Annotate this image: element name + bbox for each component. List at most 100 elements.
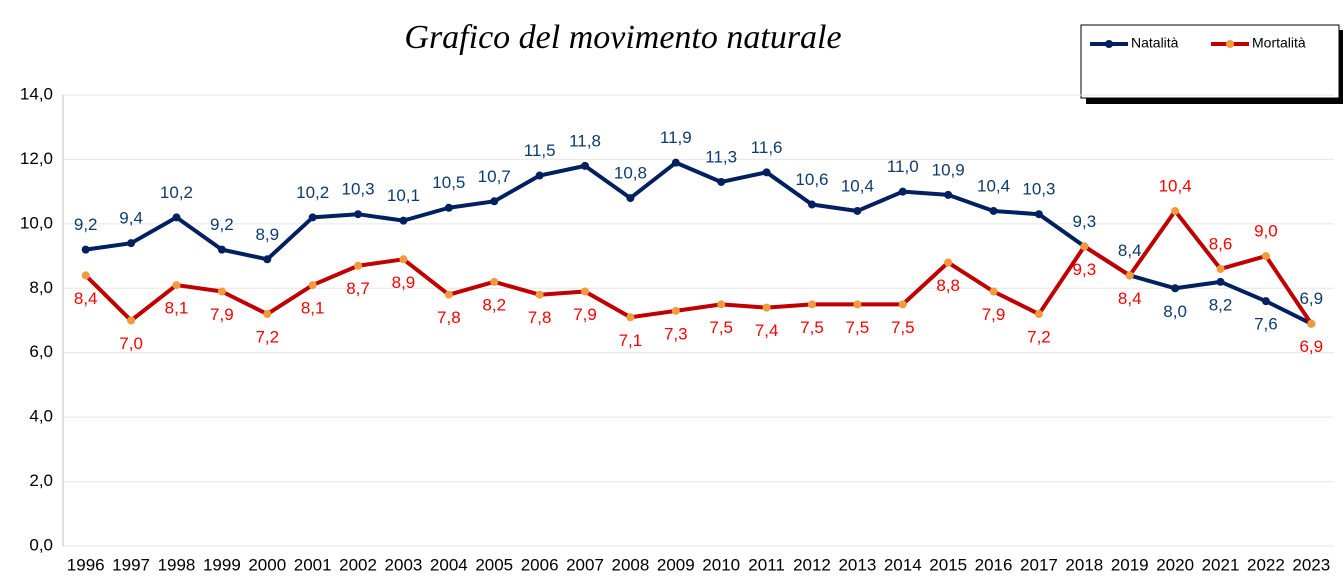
y-tick-label: 6,0 [29, 342, 53, 361]
marker [1307, 319, 1316, 328]
marker [1171, 206, 1180, 215]
x-tick-label: 2008 [611, 555, 649, 574]
data-label: 8,7 [346, 279, 370, 298]
marker [671, 158, 680, 167]
marker [354, 210, 363, 219]
marker [490, 197, 499, 206]
data-label: 9,3 [1073, 212, 1097, 231]
series-line [84, 208, 1313, 325]
marker [626, 194, 635, 203]
legend-box [1080, 24, 1340, 99]
chart-title: Grafico del movimento naturale [404, 19, 841, 56]
data-label: 7,9 [982, 305, 1006, 324]
marker [354, 261, 363, 270]
y-tick-label: 2,0 [29, 471, 53, 490]
data-label: 7,9 [210, 305, 234, 324]
data-label: 10,6 [795, 170, 828, 189]
y-tick-label: 8,0 [29, 278, 53, 297]
y-tick-label: 12,0 [20, 149, 53, 168]
x-tick-label: 2003 [385, 555, 423, 574]
marker [308, 213, 317, 222]
data-label: 9,2 [210, 215, 234, 234]
data-label: 8,1 [165, 299, 189, 318]
marker [81, 245, 90, 254]
x-tick-label: 2002 [339, 555, 377, 574]
x-tick-label: 2001 [294, 555, 332, 574]
data-label: 8,4 [1118, 241, 1142, 260]
x-tick-label: 2016 [975, 555, 1013, 574]
marker [263, 310, 272, 319]
data-label: 11,6 [751, 138, 783, 157]
data-label: 8,4 [1118, 289, 1142, 308]
data-label: 7,9 [573, 305, 597, 324]
data-label: 7,3 [664, 324, 688, 343]
marker [127, 316, 136, 325]
marker [762, 168, 771, 177]
x-tick-label: 1999 [203, 555, 241, 574]
data-label: 9,3 [1073, 260, 1097, 279]
data-label: 11,5 [524, 141, 556, 160]
x-tick-label: 2007 [566, 555, 604, 574]
x-tick-label: 2010 [702, 555, 740, 574]
marker [81, 271, 90, 280]
marker [989, 287, 998, 296]
marker [898, 187, 907, 196]
data-label: 8,2 [1209, 295, 1233, 314]
marker [1034, 210, 1043, 219]
marker [717, 300, 726, 309]
x-tick-label: 2006 [521, 555, 559, 574]
data-label: 8,9 [255, 225, 279, 244]
marker [490, 277, 499, 286]
x-tick-label: 2011 [748, 555, 785, 574]
marker [399, 255, 408, 264]
x-tick-label: 2021 [1202, 555, 1240, 574]
data-label: 8,9 [392, 273, 416, 292]
data-label: 10,4 [841, 176, 874, 195]
data-label: 7,5 [709, 318, 733, 337]
y-tick-label: 0,0 [29, 535, 53, 554]
x-tick-label: 2019 [1111, 555, 1149, 574]
marker [127, 239, 136, 248]
marker [853, 300, 862, 309]
data-label: 10,8 [614, 164, 647, 183]
marker [1080, 242, 1089, 251]
marker [535, 290, 544, 299]
marker [1216, 277, 1225, 286]
data-label: 8,6 [1209, 234, 1233, 253]
data-label: 11,8 [569, 131, 601, 150]
x-tick-label: 2022 [1247, 555, 1285, 574]
marker [807, 300, 816, 309]
marker [217, 245, 226, 254]
data-label: 7,5 [846, 318, 870, 337]
data-label: 10,4 [977, 176, 1010, 195]
marker [399, 216, 408, 225]
data-label: 9,4 [119, 209, 143, 228]
x-tick-label: 2023 [1292, 555, 1330, 574]
marker [944, 258, 953, 267]
data-label: 10,2 [160, 183, 193, 202]
data-label: 10,1 [387, 186, 420, 205]
data-label: 9,2 [74, 215, 98, 234]
marker [1216, 264, 1225, 273]
marker [444, 203, 453, 212]
data-label: 7,0 [119, 334, 143, 353]
marker [1034, 310, 1043, 319]
data-label: 7,8 [528, 308, 552, 327]
data-label: 6,9 [1299, 289, 1323, 308]
marker [172, 281, 181, 290]
data-label: 6,9 [1299, 337, 1323, 356]
data-label: 8,2 [482, 295, 506, 314]
data-label: 10,2 [296, 183, 329, 202]
marker [1171, 284, 1180, 293]
data-label: 7,2 [255, 328, 279, 347]
marker [853, 206, 862, 215]
y-tick-label: 14,0 [20, 84, 53, 103]
marker [671, 306, 680, 315]
data-label: 7,2 [1027, 328, 1051, 347]
data-label: 10,3 [342, 180, 375, 199]
data-label: 10,3 [1022, 180, 1055, 199]
data-label: 7,8 [437, 308, 461, 327]
data-label: 8,8 [936, 276, 960, 295]
marker [1261, 252, 1270, 261]
